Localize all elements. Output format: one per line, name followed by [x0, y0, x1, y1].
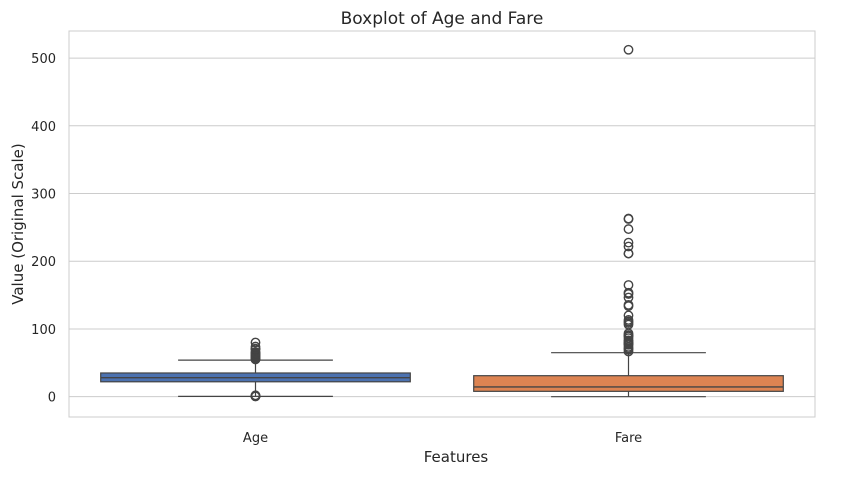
y-tick-label: 100 [31, 323, 56, 338]
outlier-point [623, 292, 634, 303]
outlier-point [623, 213, 634, 224]
outlier-point [623, 315, 634, 325]
outlier-point [623, 237, 634, 248]
boxes [100, 44, 784, 402]
plot-area [68, 30, 816, 418]
outlier-point [623, 241, 634, 252]
outlier-point [250, 337, 261, 348]
box-fare [473, 44, 784, 398]
outlier-point [623, 310, 634, 321]
y-tick-label: 400 [31, 120, 56, 135]
outlier-point [623, 280, 634, 290]
outlier-point [250, 347, 261, 357]
outlier-point [623, 224, 634, 234]
y-tick-label: 0 [48, 391, 56, 406]
outlier-point [250, 390, 261, 401]
outlier-point [623, 44, 634, 55]
y-tick-label: 500 [31, 52, 56, 67]
outlier-point [623, 248, 634, 259]
iqr-box [473, 375, 784, 392]
x-axis-tick-labels: Age Fare [243, 431, 642, 446]
chart-title: Boxplot of Age and Fare [341, 9, 544, 29]
outlier-point [623, 299, 634, 310]
box-age [100, 337, 411, 402]
x-tick-label: Fare [615, 431, 642, 446]
x-tick-label: Age [243, 431, 268, 446]
y-axis-tick-labels: 0 100 200 300 400 500 [31, 52, 56, 406]
outlier-point [250, 341, 261, 352]
y-axis-label: Value (Original Scale) [9, 143, 27, 304]
y-tick-label: 300 [31, 188, 56, 203]
x-axis-label: Features [424, 448, 489, 466]
y-tick-label: 200 [31, 255, 56, 270]
